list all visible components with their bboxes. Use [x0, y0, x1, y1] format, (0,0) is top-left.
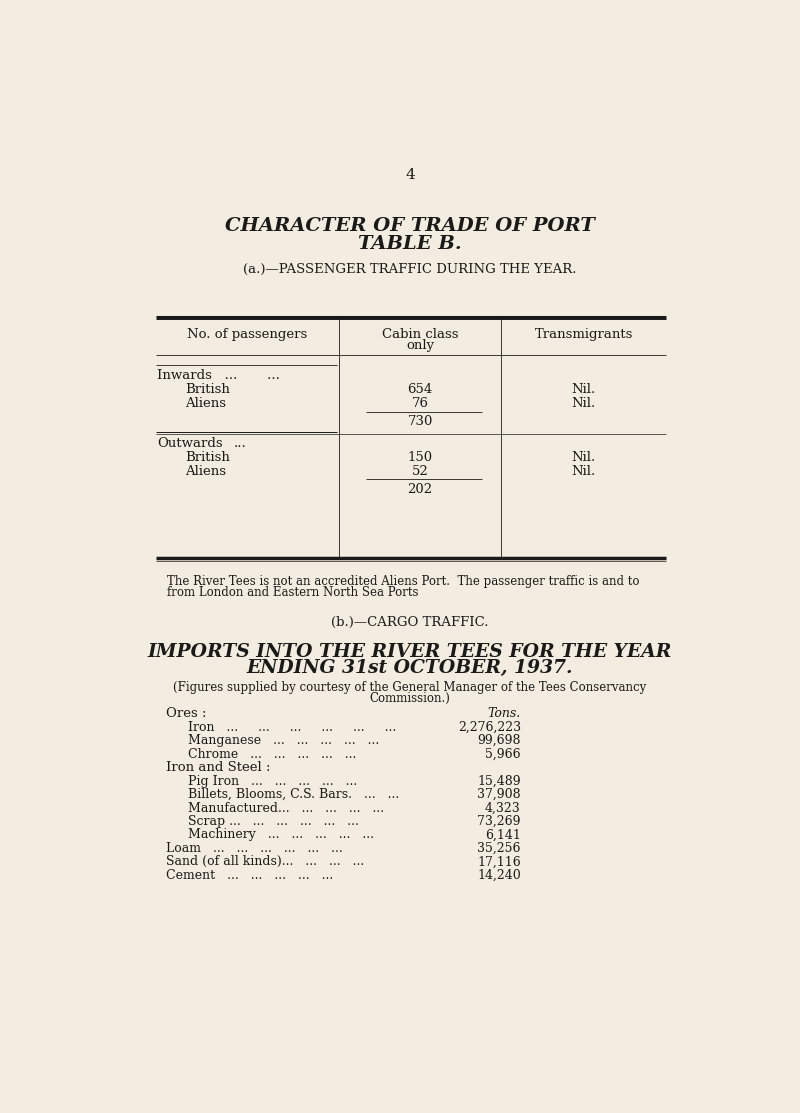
Text: Iron and Steel :: Iron and Steel :	[166, 761, 270, 775]
Text: Ores :: Ores :	[166, 707, 206, 720]
Text: British: British	[186, 383, 230, 396]
Text: 14,240: 14,240	[477, 869, 521, 881]
Text: Aliens: Aliens	[186, 397, 226, 410]
Text: Nil.: Nil.	[571, 451, 596, 464]
Text: Cement   ...   ...   ...   ...   ...: Cement ... ... ... ... ...	[166, 869, 333, 881]
Text: Manufactured...   ...   ...   ...   ...: Manufactured... ... ... ... ...	[187, 801, 384, 815]
Text: The River Tees is not an accredited Aliens Port.  The passenger traffic is and t: The River Tees is not an accredited Alie…	[167, 574, 640, 588]
Text: 5,966: 5,966	[485, 748, 521, 760]
Text: 4,323: 4,323	[485, 801, 521, 815]
Text: 76: 76	[411, 397, 429, 410]
Text: 17,116: 17,116	[477, 856, 521, 868]
Text: Scrap ...   ...   ...   ...   ...   ...: Scrap ... ... ... ... ... ...	[187, 815, 358, 828]
Text: IMPORTS INTO THE RIVER TEES FOR THE YEAR: IMPORTS INTO THE RIVER TEES FOR THE YEAR	[148, 642, 672, 660]
Text: Machinery   ...   ...   ...   ...   ...: Machinery ... ... ... ... ...	[187, 828, 374, 841]
Text: Outwards: Outwards	[158, 437, 223, 450]
Text: CHARACTER OF TRADE OF PORT: CHARACTER OF TRADE OF PORT	[225, 217, 595, 235]
Text: (b.)—CARGO TRAFFIC.: (b.)—CARGO TRAFFIC.	[331, 615, 489, 629]
Text: 37,908: 37,908	[477, 788, 521, 801]
Text: 35,256: 35,256	[478, 841, 521, 855]
Text: 2,276,223: 2,276,223	[458, 721, 521, 733]
Text: No. of passengers: No. of passengers	[187, 328, 307, 342]
Text: Chrome   ...   ...   ...   ...   ...: Chrome ... ... ... ... ...	[187, 748, 356, 760]
Text: Billets, Blooms, C.S. Bars.   ...   ...: Billets, Blooms, C.S. Bars. ... ...	[187, 788, 399, 801]
Text: Iron   ...     ...     ...     ...     ...     ...: Iron ... ... ... ... ... ...	[187, 721, 396, 733]
Text: 730: 730	[407, 415, 433, 429]
Text: TABLE B.: TABLE B.	[358, 235, 462, 253]
Text: 654: 654	[407, 383, 433, 396]
Text: Aliens: Aliens	[186, 464, 226, 477]
Text: Manganese   ...   ...   ...   ...   ...: Manganese ... ... ... ... ...	[187, 735, 379, 747]
Text: British: British	[186, 451, 230, 464]
Text: 99,698: 99,698	[478, 735, 521, 747]
Text: ...: ...	[234, 437, 246, 450]
Text: 6,141: 6,141	[485, 828, 521, 841]
Text: 73,269: 73,269	[478, 815, 521, 828]
Text: Tons.: Tons.	[487, 707, 521, 720]
Text: Pig Iron   ...   ...   ...   ...   ...: Pig Iron ... ... ... ... ...	[187, 775, 357, 788]
Text: 202: 202	[407, 483, 433, 496]
Text: 52: 52	[412, 464, 429, 477]
Text: 150: 150	[407, 451, 433, 464]
Text: Cabin class: Cabin class	[382, 328, 458, 342]
Text: Inwards   ...       ...: Inwards ... ...	[158, 370, 280, 382]
Text: (Figures supplied by courtesy of the General Manager of the Tees Conservancy: (Figures supplied by courtesy of the Gen…	[174, 681, 646, 695]
Text: only: only	[406, 339, 434, 352]
Text: Commission.): Commission.)	[370, 692, 450, 705]
Text: 4: 4	[405, 168, 415, 183]
Text: from London and Eastern North Sea Ports: from London and Eastern North Sea Ports	[167, 587, 419, 599]
Text: Sand (of all kinds)...   ...   ...   ...: Sand (of all kinds)... ... ... ...	[166, 856, 364, 868]
Text: Nil.: Nil.	[571, 397, 596, 410]
Text: (a.)—PASSENGER TRAFFIC DURING THE YEAR.: (a.)—PASSENGER TRAFFIC DURING THE YEAR.	[243, 263, 577, 276]
Text: Nil.: Nil.	[571, 464, 596, 477]
Text: 15,489: 15,489	[477, 775, 521, 788]
Text: Nil.: Nil.	[571, 383, 596, 396]
Text: Transmigrants: Transmigrants	[534, 328, 633, 342]
Text: Loam   ...   ...   ...   ...   ...   ...: Loam ... ... ... ... ... ...	[166, 841, 342, 855]
Text: ENDING 31st OCTOBER, 1937.: ENDING 31st OCTOBER, 1937.	[246, 660, 574, 678]
